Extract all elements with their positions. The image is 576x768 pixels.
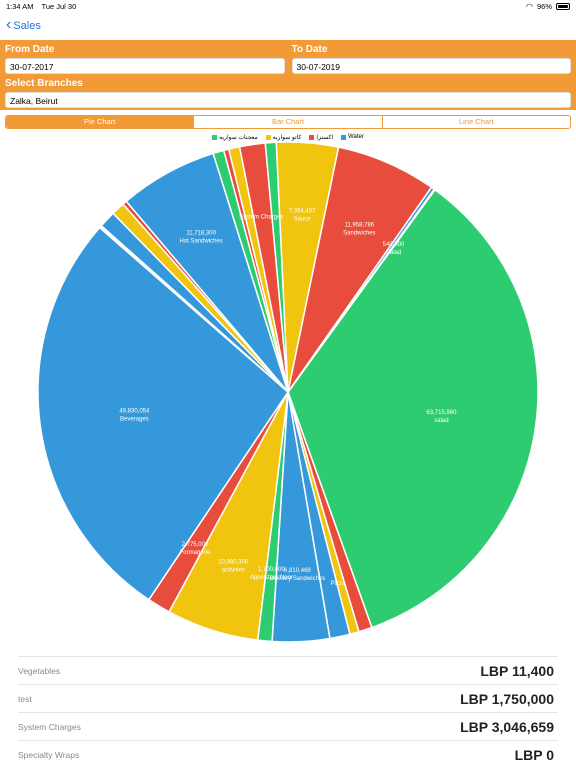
legend-swatch	[265, 134, 271, 140]
category-name: test	[18, 693, 32, 704]
from-date-field[interactable]: 30-07-2017	[5, 58, 285, 74]
status-bar: 1:34 AM Tue Jul 30 ◠ 96%	[0, 0, 576, 12]
list-item[interactable]: System Charges LBP 3,046,659	[18, 712, 558, 740]
slice-value-label: 6,810,469	[284, 568, 311, 574]
category-amount: LBP 11,400	[480, 662, 554, 679]
legend-label: معجنات سواريه	[219, 134, 258, 141]
tab-pie-chart[interactable]: Pie Chart	[6, 116, 195, 128]
pie-chart[interactable]: 63,715,960 salad 6,810,469 Delivery Sandwic…	[0, 140, 576, 652]
pie-slice[interactable]	[287, 188, 539, 629]
legend-swatch	[212, 134, 218, 140]
legend-label: اكسترا	[316, 134, 334, 141]
slice-name-label: Appetizers Noor	[250, 575, 293, 581]
category-name: Specialty Wraps	[18, 749, 80, 760]
slice-value-label: 540,000	[383, 242, 405, 248]
chart-type-segmented-control: Pie Chart Bar Chart Line Chart	[5, 115, 571, 129]
tab-line-chart[interactable]: Line Chart	[459, 117, 494, 126]
slice-name-label: Beverages	[120, 416, 149, 422]
legend-swatch	[309, 134, 315, 140]
legend-item: اكسترا	[309, 134, 333, 141]
slice-name-label: activities	[222, 567, 245, 573]
battery-percent: 96%	[536, 1, 552, 11]
filters-panel: From Date 30-07-2017 To Date 30-07-2019 …	[0, 40, 576, 110]
back-label: Sales	[13, 20, 41, 32]
legend-swatch	[341, 134, 347, 140]
slice-name-label: Hot Sandwiches	[179, 238, 222, 244]
legend-label: Water	[348, 134, 364, 140]
category-amount: LBP 3,046,659	[460, 718, 554, 735]
category-name: Vegetables	[18, 665, 61, 676]
slice-name-label: salad	[434, 418, 448, 424]
slice-name-label: Sandwiches	[343, 231, 375, 237]
slice-value-label: 11,718,300	[186, 230, 216, 236]
pie-slice[interactable]	[37, 226, 289, 601]
from-date-label: From Date	[5, 44, 55, 55]
slice-name-label: Formagerie	[180, 550, 211, 556]
slice-value-label: 1,700,000	[258, 567, 285, 573]
category-amount: LBP 1,750,000	[460, 690, 554, 707]
battery-icon	[556, 2, 570, 10]
chart-legend: معجنات سواريه كاتو سواريه اكسترا Water	[0, 132, 576, 142]
slice-value-label: 7,354,407	[289, 209, 316, 215]
slice-name-label: Salad	[386, 250, 401, 256]
totals-list: Vegetables LBP 11,400 test LBP 1,750,000…	[18, 656, 558, 768]
slice-value-label: 11,958,786	[345, 223, 375, 229]
legend-item: Water	[341, 134, 364, 140]
legend-label: كاتو سواريه	[272, 134, 302, 141]
chevron-left-icon: ‹	[6, 16, 12, 33]
list-item[interactable]: Specialty Wraps LBP 0	[18, 740, 558, 768]
pie-slice[interactable]	[287, 188, 436, 393]
status-date: Tue Jul 30	[41, 1, 77, 11]
slice-value-label: 10,980,300	[218, 559, 249, 565]
to-date-field[interactable]: 30-07-2019	[291, 58, 571, 74]
slice-name-label: Sauce	[294, 217, 312, 223]
legend-item: معجنات سواريه	[212, 134, 258, 141]
wifi-icon: ◠	[526, 1, 533, 11]
slice-name-label: Pizza	[330, 581, 345, 587]
branches-label: Select Branches	[5, 78, 83, 89]
legend-item: كاتو سواريه	[265, 134, 302, 141]
category-amount: LBP 0	[514, 746, 554, 763]
slice-value-label: 49,830,054	[119, 408, 150, 414]
slice-value-label: 63,715,960	[426, 410, 457, 416]
back-button[interactable]: ‹ Sales	[6, 16, 41, 34]
to-date-label: To Date	[291, 44, 328, 55]
list-item[interactable]: test LBP 1,750,000	[18, 684, 558, 712]
branches-field[interactable]: Zalka, Beirut	[5, 92, 571, 108]
navigation-bar: ‹ Sales	[0, 14, 576, 38]
tab-bar-chart[interactable]: Bar Chart	[194, 116, 383, 128]
slice-name-label: Delivery Sandwiches	[270, 576, 326, 582]
category-name: System Charges	[18, 721, 81, 732]
slice-name-label: System Charges	[239, 214, 283, 220]
list-item[interactable]: Vegetables LBP 11,400	[18, 656, 558, 684]
status-time: 1:34 AM	[6, 1, 34, 11]
slice-value-label: 2,775,000	[182, 542, 209, 548]
